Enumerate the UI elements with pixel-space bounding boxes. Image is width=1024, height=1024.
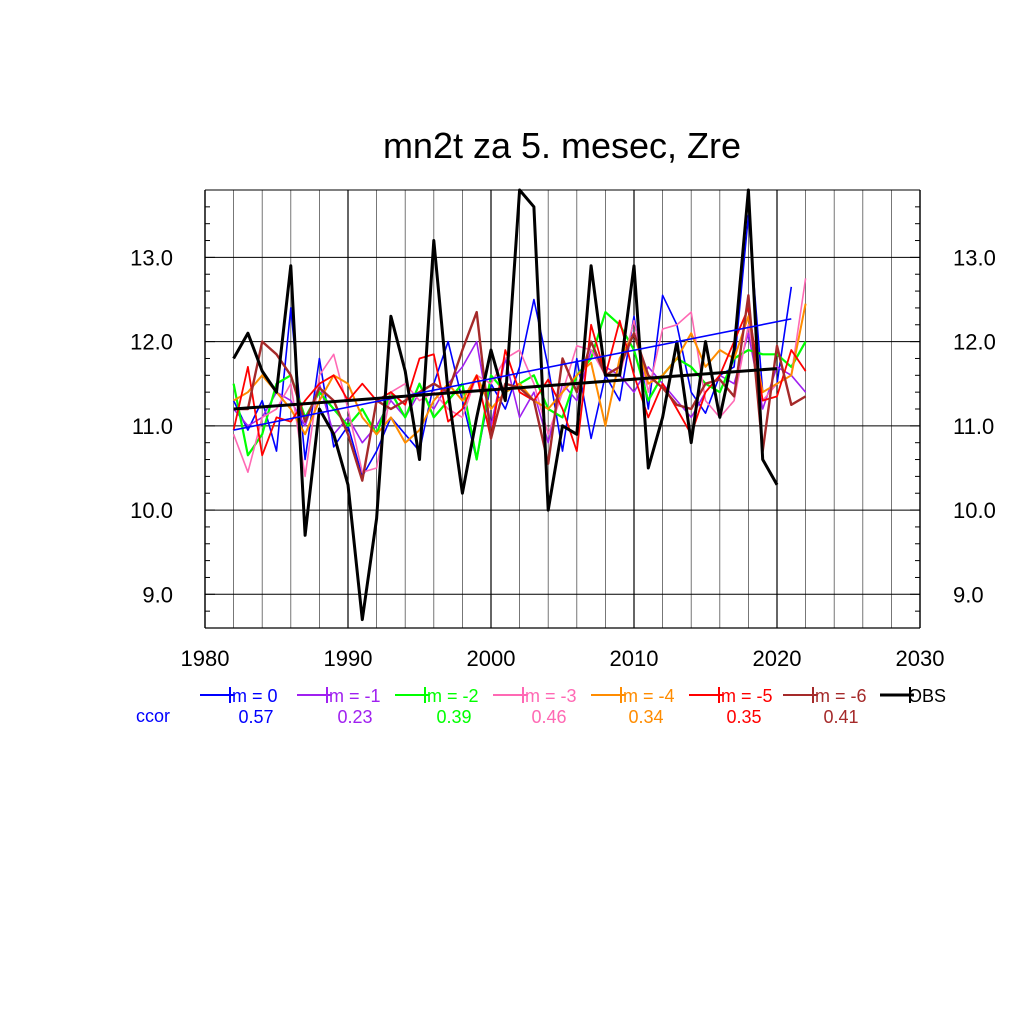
x-tick-label: 2020	[753, 646, 802, 671]
y-tick-label-left: 10.0	[130, 498, 173, 523]
x-tick-label: 1990	[324, 646, 373, 671]
legend: ccor lm = 00.57 lm = -10.23 lm = -20.39 lm =…	[136, 686, 946, 727]
legend-label-3: lm = -3	[521, 686, 577, 706]
x-tick-label: 2010	[610, 646, 659, 671]
y-tick-label-right: 13.0	[953, 245, 996, 270]
ccor-label: ccor	[136, 706, 170, 726]
ccor-value-2: 0.39	[436, 707, 471, 727]
ccor-value-1: 0.23	[337, 707, 372, 727]
x-tick-label: 2030	[896, 646, 945, 671]
tick-labels: 1980 1990 2000 2010 2020 2030 9.0 9.0 10.0 10.0 11…	[130, 245, 996, 671]
chart-title: mn2t za 5. mesec, Zre	[383, 125, 741, 166]
trend-line-1	[233, 367, 778, 411]
ccor-value-4: 0.34	[628, 707, 663, 727]
series-layer	[232, 188, 807, 622]
trend-line-0	[233, 318, 792, 431]
y-tick-label-right: 9.0	[953, 582, 984, 607]
ccor-value-5: 0.35	[726, 707, 761, 727]
y-tick-label-right: 10.0	[953, 498, 996, 523]
legend-label-5: lm = -5	[717, 686, 773, 706]
ccor-value-6: 0.41	[823, 707, 858, 727]
y-tick-label-left: 13.0	[130, 245, 173, 270]
ccor-value-0: 0.57	[238, 707, 273, 727]
legend-label-0: lm = 0	[228, 686, 278, 706]
series-line-7	[232, 188, 779, 622]
y-tick-label-left: 11.0	[132, 414, 173, 439]
ccor-value-3: 0.46	[531, 707, 566, 727]
y-tick-label-left: 9.0	[142, 582, 173, 607]
legend-label-2: lm = -2	[423, 686, 479, 706]
y-tick-label-right: 12.0	[953, 330, 996, 355]
legend-label-7: OBS	[908, 686, 946, 706]
x-tick-label: 2000	[467, 646, 516, 671]
legend-label-4: lm = -4	[619, 686, 675, 706]
y-tick-label-right: 11.0	[953, 414, 994, 439]
legend-label-1: lm = -1	[325, 686, 381, 706]
y-tick-label-left: 12.0	[130, 330, 173, 355]
series-line-3	[232, 278, 807, 478]
plot-frame	[204, 189, 921, 629]
series-line-5	[232, 306, 807, 457]
legend-label-6: lm = -6	[811, 686, 867, 706]
x-tick-label: 1980	[181, 646, 230, 671]
